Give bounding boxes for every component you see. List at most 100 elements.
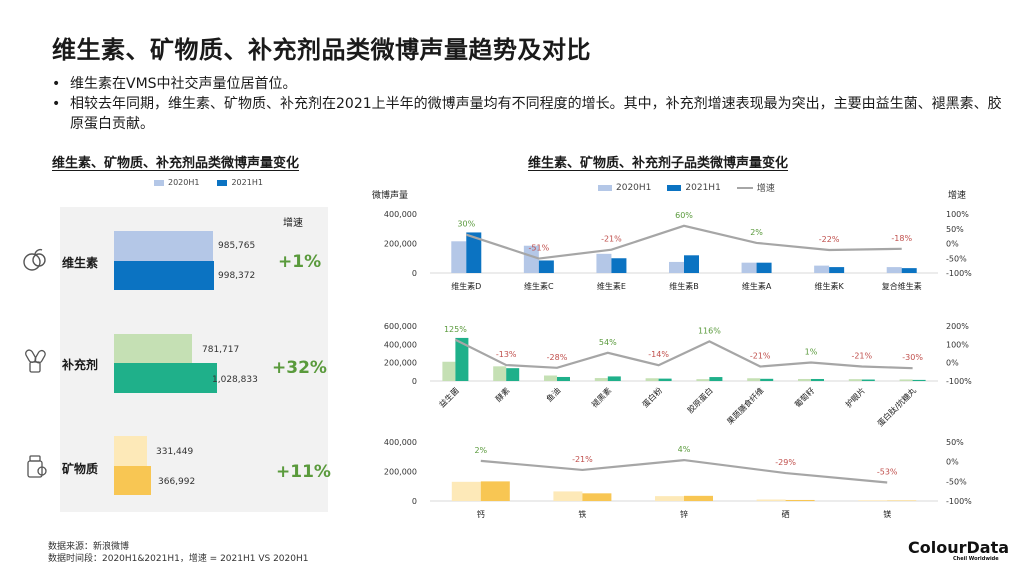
bar-2020 (451, 241, 467, 273)
category-label: 褪黑素 (589, 385, 613, 409)
bar-vitamin-2021 (114, 261, 214, 290)
y2-tick-label: 0% (946, 359, 959, 368)
growth-line (454, 338, 913, 370)
growth-supplement: +32% (272, 358, 327, 378)
bar-2020 (848, 379, 862, 381)
bar-2021 (829, 267, 845, 273)
bar-2020 (493, 366, 507, 381)
y-tick-label: 600,000 (384, 322, 417, 331)
y2-tick-label: 0% (946, 458, 959, 467)
bar-2020 (696, 379, 710, 381)
growth-mineral: +11% (276, 462, 331, 482)
y2-tick-label: -100% (946, 497, 972, 506)
category-label-vitamin: 维生素 (62, 256, 99, 270)
bullet-item: 维生素在VMS中社交声量位居首位。 (52, 74, 1002, 94)
bar-2020 (669, 261, 684, 273)
growth-data-label: 2% (750, 228, 763, 237)
bar-vitamin-2020 (114, 231, 213, 261)
y-axis-label-growth: 增速 (948, 191, 967, 201)
growth-data-label: -21% (601, 235, 622, 244)
growth-data-label: -21% (572, 455, 593, 464)
y-tick-label: 200,000 (384, 240, 417, 249)
bar-2020 (741, 262, 757, 273)
y2-tick-label: 50% (946, 225, 964, 234)
y-tick-label: 0 (412, 497, 417, 506)
legend-label-2020: 2020H1 (168, 178, 200, 187)
brand-logo: ColourData (908, 538, 1010, 557)
bottle-icon (27, 455, 47, 478)
growth-data-label: 125% (444, 325, 467, 334)
y2-tick-label: -100% (946, 377, 972, 386)
bar-2020 (798, 378, 811, 381)
growth-data-label: -51% (529, 244, 550, 253)
footer-period: 数据时间段：2020H1&2021H1，增速 = 2021H1 VS 2020H… (48, 554, 309, 564)
bar-2020 (596, 253, 612, 273)
category-label: 镁 (883, 509, 891, 519)
y2-tick-label: 50% (946, 438, 964, 447)
growth-data-label: -21% (851, 352, 872, 361)
bar-2020 (523, 245, 539, 273)
bar-2021 (582, 493, 612, 501)
bar-2020 (451, 481, 481, 501)
bar-2021 (557, 376, 570, 381)
growth-data-label: 2% (474, 446, 487, 455)
category-label: 鱼油 (544, 385, 562, 403)
category-label: 维生素B (669, 281, 699, 291)
bullet-item: 相较去年同期，维生素、矿物质、补充剂在2021上半年的微博声量均有不同程度的增长… (52, 94, 1002, 134)
y-tick-label: 0 (412, 377, 417, 386)
fruit-icon (23, 248, 46, 271)
y-tick-label: 400,000 (384, 210, 417, 219)
bar-2020 (756, 499, 786, 501)
bar-2021 (466, 232, 482, 273)
growth-line (465, 224, 902, 260)
legend-label-growth: 增速 (756, 184, 775, 194)
bar-2021 (658, 378, 672, 381)
legend-swatch-2020 (598, 184, 612, 191)
growth-header: 增速 (283, 218, 303, 229)
category-label: 葡萄籽 (792, 385, 816, 409)
bar-2021 (684, 495, 713, 501)
growth-data-label: -13% (496, 350, 517, 359)
y-tick-label: 200,000 (384, 468, 417, 477)
y-tick-label: 400,000 (384, 340, 417, 349)
legend-swatch-2021 (667, 184, 682, 191)
bar-2021 (912, 379, 926, 381)
bar-2020 (814, 265, 830, 273)
growth-data-label: -14% (648, 350, 669, 359)
legend-swatch-growth (736, 186, 753, 189)
bar-2021 (709, 377, 723, 381)
category-label-mineral: 矿物质 (62, 462, 99, 476)
category-label: 硒 (782, 510, 790, 519)
growth-data-label: 4% (678, 445, 691, 454)
y-axis-label-volume: 微博声量 (372, 191, 409, 201)
left-chart-title: 维生素、矿物质、补充剂品类微博声量变化 (52, 156, 300, 171)
bar-2020 (645, 378, 659, 381)
y-tick-label: 0 (412, 269, 417, 278)
category-label-supplement: 补充剂 (62, 358, 99, 372)
legend-swatch-2020 (154, 179, 164, 186)
y2-tick-label: 0% (946, 240, 959, 249)
left-legend: 2020H1 2021H1 (154, 178, 263, 187)
category-label: 蛋白粉 (640, 385, 664, 409)
category-label: 护眼片 (843, 385, 867, 409)
bar-mineral-2020 (114, 436, 147, 466)
y2-tick-label: -50% (946, 254, 967, 263)
bar-2020 (594, 378, 608, 381)
page-title: 维生素、矿物质、补充剂品类微博声量趋势及对比 (52, 36, 591, 64)
category-label: 维生素K (815, 281, 845, 291)
legend-swatch-2021 (217, 179, 228, 186)
value-supplement-2020: 781,717 (202, 345, 240, 355)
footer-notes: 数据来源：新浪微博 数据时间段：2020H1&2021H1，增速 = 2021H… (48, 541, 308, 565)
bar-2021 (760, 378, 774, 381)
bar-2021 (607, 376, 621, 381)
brand-logo-sub: Cheil Worldwide (953, 556, 999, 562)
bar-2020 (442, 361, 456, 381)
capsule-icon (25, 349, 46, 373)
bar-2021 (611, 258, 627, 273)
bar-2020 (747, 378, 761, 381)
legend-label-2021: 2021H1 (685, 182, 721, 193)
category-label: 复合维生素 (882, 281, 922, 291)
value-mineral-2020: 331,449 (156, 447, 194, 457)
growth-data-label: -18% (891, 234, 912, 243)
category-label: 铁 (578, 509, 586, 519)
